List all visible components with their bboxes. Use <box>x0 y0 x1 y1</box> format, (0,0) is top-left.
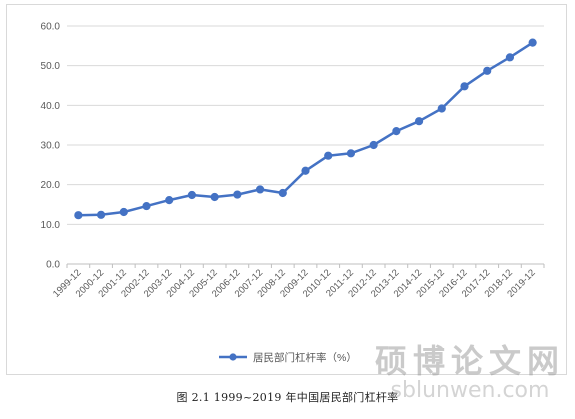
y-tick-label: 60.0 <box>41 22 61 33</box>
data-point <box>233 190 242 199</box>
data-point <box>392 127 401 136</box>
data-point <box>119 207 128 217</box>
data-point <box>165 196 174 205</box>
data-point <box>437 104 446 113</box>
series-line <box>78 41 534 217</box>
y-tick-label: 10.0 <box>41 220 61 231</box>
y-tick-labels: 0.0 10.0 20.0 30.0 40.0 50.0 60.0 <box>41 22 61 271</box>
data-point <box>187 190 197 200</box>
figure-caption: 图 2.1 1999~2019 年中国居民部门杠杆率 <box>176 391 399 404</box>
data-point <box>255 185 265 194</box>
y-tick-label: 40.0 <box>41 101 61 112</box>
data-point <box>346 149 356 158</box>
data-point <box>278 188 287 198</box>
data-point <box>369 140 378 150</box>
y-tick-label: 0.0 <box>46 260 60 271</box>
data-point <box>528 38 537 47</box>
x-tick-labels: 1999-122000-122001-122002-122003-122004-… <box>51 267 538 299</box>
legend-label: 居民部门杠杆率（%） <box>253 351 357 364</box>
data-point <box>142 201 151 211</box>
data-point <box>324 151 333 160</box>
line-chart: 0.0 10.0 20.0 30.0 40.0 50.0 60.0 1999-122000-… <box>41 22 545 364</box>
chart-frame: 0.0 10.0 20.0 30.0 40.0 50.0 60.0 1999-12 2000-… <box>6 4 567 375</box>
data-point <box>505 53 515 62</box>
data-point <box>460 82 469 91</box>
series-points <box>74 38 537 220</box>
y-tick-label: 20.0 <box>41 180 61 191</box>
legend: 居民部门杠杆率（%） <box>219 351 357 364</box>
data-point <box>96 210 106 219</box>
y-tick-label: 30.0 <box>41 141 61 152</box>
data-point <box>414 117 424 126</box>
data-point <box>74 211 83 220</box>
data-point <box>483 66 492 75</box>
y-tick-label: 50.0 <box>41 61 61 72</box>
gridlines <box>67 25 544 225</box>
data-point <box>210 192 219 202</box>
series-lines <box>78 41 534 217</box>
legend-marker <box>229 353 237 361</box>
axes <box>66 263 545 268</box>
data-point <box>301 166 310 175</box>
